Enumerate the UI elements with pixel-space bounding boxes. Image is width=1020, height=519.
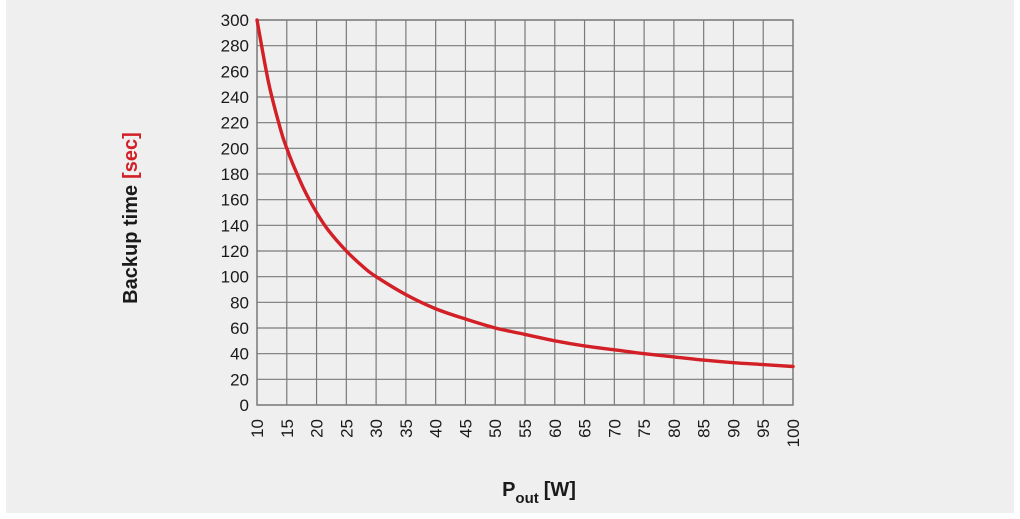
y-tick-label: 300 [221,11,249,30]
x-tick-label: 25 [337,419,356,438]
y-tick-label: 220 [221,114,249,133]
series-line-backup-time [255,18,795,369]
x-tick-label: 30 [367,419,386,438]
backup-time-chart: 0 20 40 60 80 100 120 140 160 180 200 220 240 260 280 3… [120,11,803,507]
x-tick-label: 85 [695,419,714,438]
chart-figure: 0 20 40 60 80 100 120 140 160 180 200 220 240 260 280 3… [6,0,1014,513]
x-axis-label-main: P [502,479,515,501]
y-tick-label: 200 [221,139,249,158]
x-tick-label: 35 [397,419,416,438]
grid [256,19,794,406]
y-tick-label: 100 [221,268,249,287]
y-tick-label: 60 [230,319,249,338]
y-axis-label: Backup time [sec] [120,132,142,304]
x-tick-label: 90 [724,419,743,438]
x-axis-label-sub: out [515,490,538,507]
y-tick-label: 40 [230,345,249,364]
x-tick-label: 45 [456,419,475,438]
series [255,18,795,369]
y-tick-labels: 0 20 40 60 80 100 120 140 160 180 200 220 240 260 280 3… [221,11,249,415]
plot-frame [256,19,794,406]
x-tick-label: 80 [665,419,684,438]
x-tick-label: 70 [605,419,624,438]
y-axis-label-unit: [sec] [120,132,142,179]
x-tick-labels: 10 15 20 25 30 35 40 45 50 55 60 65 70 75 80 85 90 95 100 [248,419,803,447]
y-tick-label: 160 [221,191,249,210]
x-tick-label: 10 [248,419,267,438]
x-tick-label: 20 [308,419,327,438]
y-tick-label: 280 [221,37,249,56]
y-tick-label: 20 [230,370,249,389]
x-tick-label: 40 [427,419,446,438]
x-axis-label: Pout [W] [502,479,576,507]
x-tick-label: 60 [546,419,565,438]
y-tick-label: 260 [221,62,249,81]
x-tick-label: 95 [754,419,773,438]
x-tick-label: 55 [516,419,535,438]
y-tick-label: 80 [230,293,249,312]
y-axis-label-main: Backup time [120,185,142,304]
y-tick-label: 240 [221,88,249,107]
x-tick-label: 65 [576,419,595,438]
y-tick-label: 180 [221,165,249,184]
y-tick-label: 140 [221,216,249,235]
y-tick-label: 120 [221,242,249,261]
y-tick-label: 0 [240,396,249,415]
x-tick-label: 15 [278,419,297,438]
x-tick-label: 100 [784,419,803,447]
x-tick-label: 75 [635,419,654,438]
x-axis-label-unit: [W] [544,479,576,501]
x-tick-label: 50 [486,419,505,438]
